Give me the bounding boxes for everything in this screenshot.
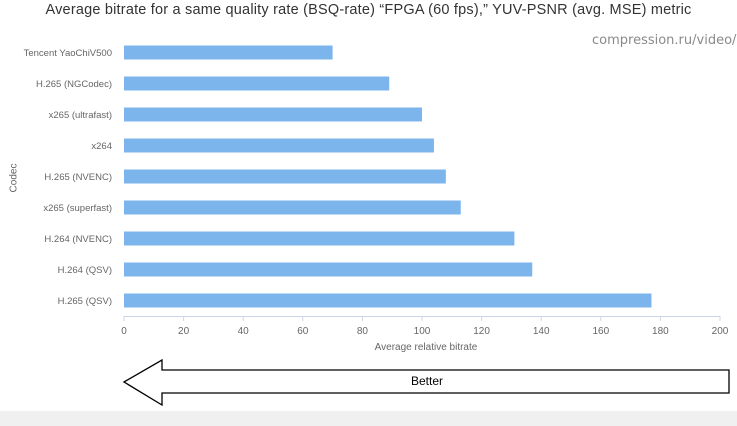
x-tick-label: 180	[652, 326, 669, 337]
x-tick-label: 20	[178, 326, 190, 337]
y-tick-label: Tencent YaoChiV500	[24, 48, 112, 59]
y-tick-label: x265 (superfast)	[43, 203, 112, 214]
bottom-strip	[0, 411, 737, 426]
y-tick-label: x264	[91, 141, 112, 152]
bar	[124, 231, 515, 246]
y-tick-label: H.265 (NGCodec)	[36, 79, 112, 90]
chart-title: Average bitrate for a same quality rate …	[45, 2, 692, 18]
y-tick-label: H.265 (NVENC)	[44, 172, 112, 183]
bar	[124, 138, 434, 153]
bar	[124, 169, 446, 184]
x-axis-label: Average relative bitrate	[374, 342, 478, 353]
bar	[124, 293, 652, 308]
y-tick-label: H.264 (NVENC)	[44, 234, 112, 245]
x-tick-label: 200	[712, 326, 729, 337]
x-tick-label: 160	[592, 326, 609, 337]
bar	[124, 200, 461, 215]
x-tick-label: 140	[533, 326, 550, 337]
bar	[124, 262, 533, 277]
y-tick-label: H.264 (QSV)	[58, 265, 112, 276]
watermark: compression.ru/video/	[592, 33, 737, 48]
better-arrow-shape	[122, 358, 730, 407]
x-tick-label: 0	[121, 326, 127, 337]
bar	[124, 45, 333, 60]
x-tick-label: 100	[414, 326, 431, 337]
y-tick-label: H.265 (QSV)	[58, 296, 112, 307]
y-tick-label: x265 (ultrafast)	[49, 110, 112, 121]
x-tick-label: 60	[297, 326, 309, 337]
bar	[124, 107, 422, 122]
better-label: Better	[410, 374, 443, 388]
bar	[124, 76, 390, 91]
x-tick-label: 40	[238, 326, 250, 337]
x-tick-label: 120	[473, 326, 490, 337]
x-tick-label: 80	[357, 326, 369, 337]
